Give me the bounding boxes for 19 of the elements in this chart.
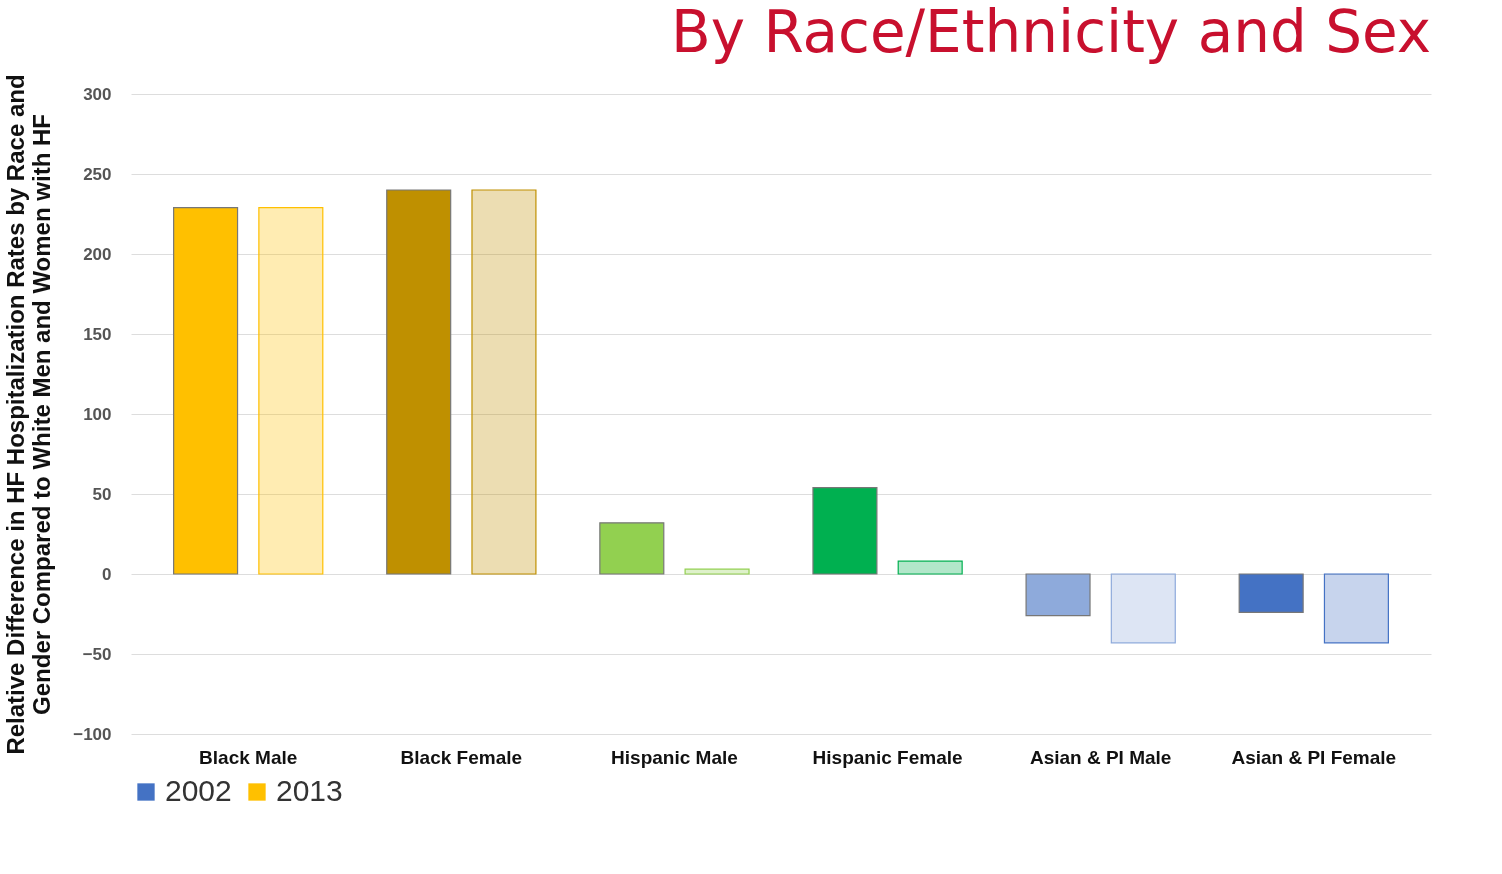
y-tick-label: 100 [83, 404, 112, 424]
y-tick-label: 50 [92, 484, 112, 504]
x-tick-label: Hispanic Male [611, 746, 738, 768]
y-tick-label: 250 [83, 164, 112, 184]
y-tick-label: 0 [102, 564, 112, 584]
y-tick-label: 150 [83, 324, 112, 344]
x-tick-label: Black Male [199, 746, 298, 768]
legend-label: 2002 [165, 774, 232, 807]
y-tick-label: 300 [83, 84, 112, 104]
y-tick-label: −100 [73, 724, 112, 744]
x-tick-label: Asian & PI Female [1231, 746, 1397, 768]
y-tick-label: 200 [83, 244, 112, 264]
y-axis-title: Relative Difference in HF Hospitalization Rates by Race and Gender Compared to White Men and Women with HF [2, 74, 56, 755]
x-tick-label: Black Female [400, 746, 523, 768]
x-tick-label: Asian & PI Male [1029, 746, 1172, 768]
chart-title: By Race/Ethnicity and Sex [670, 0, 1431, 66]
legend-label: 2013 [276, 774, 343, 807]
y-tick-label: −50 [82, 644, 112, 664]
x-tick-label: Hispanic Female [812, 746, 963, 768]
